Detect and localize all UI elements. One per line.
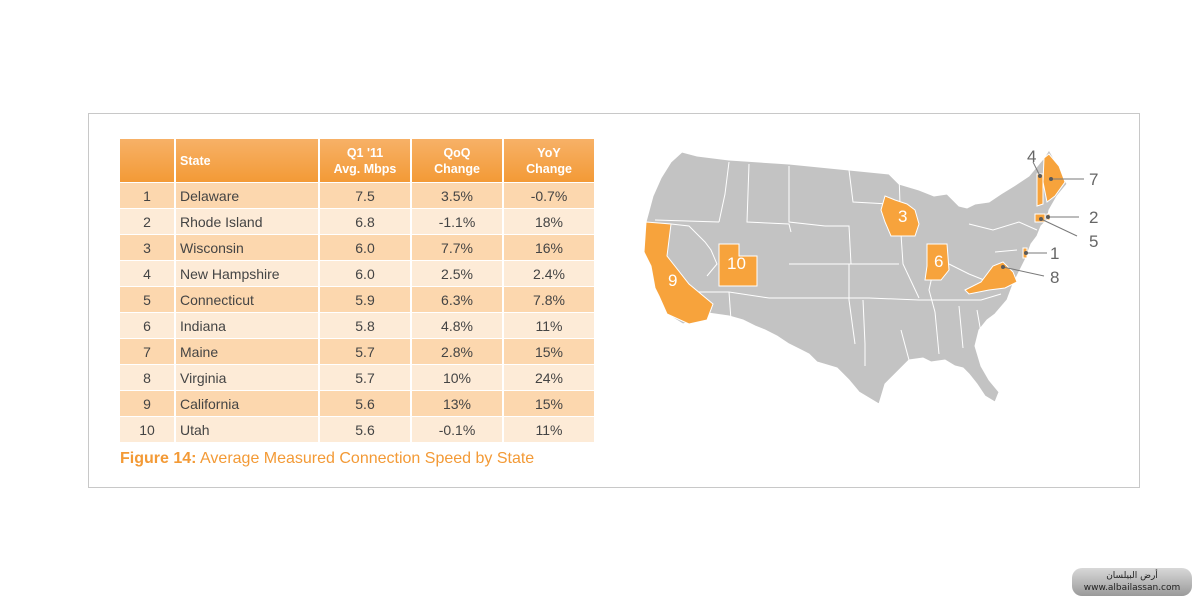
yoy-cell: 15% — [503, 338, 594, 365]
state-cell: Virginia — [175, 364, 320, 391]
table-row: 6 Indiana 5.8 4.8% 11% — [120, 312, 594, 339]
callout-lines — [1002, 161, 1084, 277]
yoy-cell: 2.4% — [503, 260, 594, 287]
rank-cell: 10 — [120, 416, 176, 442]
qoq-cell: -0.1% — [411, 416, 504, 442]
state-cell: California — [175, 390, 320, 417]
figure-caption: Figure 14: Average Measured Connection S… — [120, 450, 534, 468]
qoq-cell: 10% — [411, 364, 504, 391]
rank-cell: 5 — [120, 286, 176, 313]
avg-mbps-cell: 5.7 — [319, 364, 412, 391]
rank-cell: 7 — [120, 338, 176, 365]
table-row: 5 Connecticut 5.9 6.3% 7.8% — [120, 286, 594, 313]
state-cell: Utah — [175, 416, 320, 442]
header-yoy: YoY Change — [503, 139, 594, 183]
qoq-cell: 13% — [411, 390, 504, 417]
state-new-hampshire — [1036, 173, 1044, 207]
highlighted-states — [643, 153, 1066, 325]
avg-mbps-cell: 5.7 — [319, 338, 412, 365]
watermark-arabic: أرض البيلسان — [1106, 571, 1158, 581]
header-rank — [120, 139, 176, 183]
rank-cell: 8 — [120, 364, 176, 391]
yoy-cell: 18% — [503, 208, 594, 235]
qoq-cell: 4.8% — [411, 312, 504, 339]
qoq-cell: 2.5% — [411, 260, 504, 287]
rank-cell: 2 — [120, 208, 176, 235]
rank-cell: 1 — [120, 182, 176, 209]
table-header-row: State Q1 '11 Avg. Mbps QoQ Change YoY Chang… — [120, 139, 594, 183]
avg-mbps-cell: 5.9 — [319, 286, 412, 313]
state-maine — [1042, 153, 1066, 203]
qoq-cell: 6.3% — [411, 286, 504, 313]
avg-mbps-cell: 5.8 — [319, 312, 412, 339]
map-label-9: 9 — [668, 271, 677, 290]
state-cell: Indiana — [175, 312, 320, 339]
rank-cell: 3 — [120, 234, 176, 261]
yoy-cell: 16% — [503, 234, 594, 261]
qoq-cell: 2.8% — [411, 338, 504, 365]
qoq-cell: 3.5% — [411, 182, 504, 209]
map-label-4: 4 — [1027, 147, 1036, 166]
map-label-1: 1 — [1050, 244, 1059, 263]
state-cell: Connecticut — [175, 286, 320, 313]
avg-mbps-cell: 5.6 — [319, 390, 412, 417]
figure-number: Figure 14: — [120, 450, 197, 467]
state-virginia — [964, 261, 1018, 295]
state-utah — [718, 243, 758, 287]
figure-panel: State Q1 '11 Avg. Mbps QoQ Change YoY Chang… — [88, 113, 1140, 488]
qoq-cell: -1.1% — [411, 208, 504, 235]
callout-dots — [1001, 174, 1053, 269]
avg-mbps-cell: 6.0 — [319, 234, 412, 261]
state-wisconsin — [880, 195, 920, 237]
us-map: 9 10 3 6 1 2 4 5 7 8 — [643, 147, 1098, 405]
header-state: State — [175, 139, 320, 183]
yoy-cell: -0.7% — [503, 182, 594, 209]
yoy-cell: 24% — [503, 364, 594, 391]
state-cell: Delaware — [175, 182, 320, 209]
map-label-7: 7 — [1089, 170, 1098, 189]
callout-line-5 — [1040, 218, 1078, 237]
yoy-cell: 7.8% — [503, 286, 594, 313]
avg-mbps-cell: 5.6 — [319, 416, 412, 442]
map-label-8: 8 — [1050, 268, 1059, 287]
map-labels: 9 10 3 6 1 2 4 5 7 8 — [668, 147, 1098, 290]
table-row: 3 Wisconsin 6.0 7.7% 16% — [120, 234, 594, 261]
table-row: 1 Delaware 7.5 3.5% -0.7% — [120, 182, 594, 209]
state-california — [643, 221, 714, 325]
callout-line-4 — [1032, 161, 1041, 177]
avg-mbps-cell: 7.5 — [319, 182, 412, 209]
table-row: 10 Utah 5.6 -0.1% 11% — [120, 416, 594, 442]
yoy-cell: 11% — [503, 416, 594, 442]
yoy-cell: 15% — [503, 390, 594, 417]
speed-table: State Q1 '11 Avg. Mbps QoQ Change YoY Chang… — [120, 139, 594, 442]
rank-cell: 9 — [120, 390, 176, 417]
avg-mbps-cell: 6.0 — [319, 260, 412, 287]
map-label-2: 2 — [1089, 208, 1098, 227]
rank-cell: 6 — [120, 312, 176, 339]
header-avg-mbps: Q1 '11 Avg. Mbps — [319, 139, 412, 183]
state-cell: Maine — [175, 338, 320, 365]
state-indiana — [924, 243, 950, 281]
callout-line-8 — [1002, 266, 1045, 277]
map-label-5: 5 — [1089, 232, 1098, 251]
table-row: 9 California 5.6 13% 15% — [120, 390, 594, 417]
watermark-url: www.albailassan.com — [1083, 583, 1181, 593]
state-cell: Wisconsin — [175, 234, 320, 261]
map-label-6: 6 — [934, 252, 943, 271]
table-row: 4 New Hampshire 6.0 2.5% 2.4% — [120, 260, 594, 287]
state-cell: Rhode Island — [175, 208, 320, 235]
qoq-cell: 7.7% — [411, 234, 504, 261]
header-qoq: QoQ Change — [411, 139, 504, 183]
avg-mbps-cell: 6.8 — [319, 208, 412, 235]
rank-cell: 4 — [120, 260, 176, 287]
table-row: 7 Maine 5.7 2.8% 15% — [120, 338, 594, 365]
table-row: 2 Rhode Island 6.8 -1.1% 18% — [120, 208, 594, 235]
map-label-3: 3 — [898, 207, 907, 226]
yoy-cell: 11% — [503, 312, 594, 339]
figure-title: Average Measured Connection Speed by Sta… — [200, 450, 535, 467]
table-row: 8 Virginia 5.7 10% 24% — [120, 364, 594, 391]
map-label-10: 10 — [727, 254, 746, 273]
watermark-badge: أرض البيلسان www.albailassan.com — [1072, 568, 1192, 596]
state-cell: New Hampshire — [175, 260, 320, 287]
